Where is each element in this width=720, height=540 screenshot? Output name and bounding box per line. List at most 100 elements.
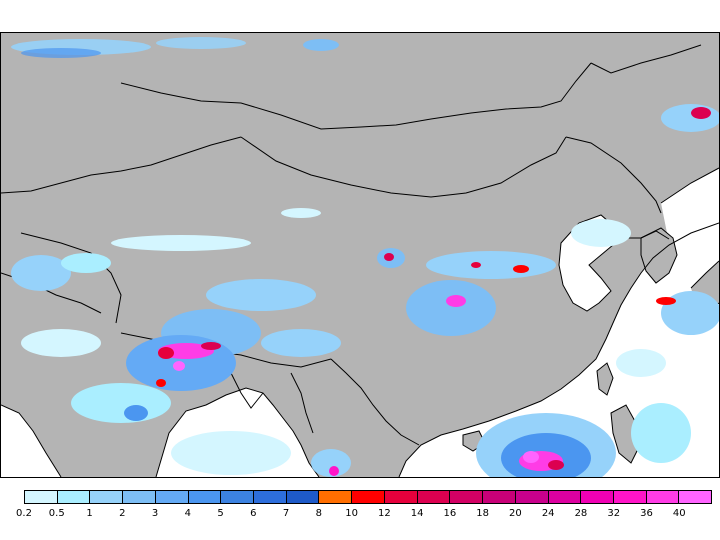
china-north-border — [240, 136, 567, 198]
legend-label: 0.5 — [48, 508, 65, 519]
kazakh-border — [1, 136, 242, 194]
precip-india-2 — [71, 383, 171, 423]
legend-label: 36 — [640, 508, 653, 519]
legend-label: 40 — [672, 508, 686, 519]
map-canvas — [1, 37, 719, 477]
legend-swatch — [679, 491, 712, 503]
precip-ne-2 — [691, 107, 711, 119]
precip-tibet-1 — [206, 279, 316, 311]
legend-label: 24 — [541, 508, 555, 519]
precip-heavy-central-1 — [446, 295, 466, 307]
se-asia-border — [330, 358, 420, 446]
precip-east-3 — [631, 403, 691, 463]
legend-swatch — [286, 491, 320, 503]
legend-swatch — [188, 491, 222, 503]
precip-east-4 — [571, 219, 631, 247]
coast-bengal — [155, 387, 320, 477]
coast-korea — [640, 227, 678, 284]
precip-heavy — [156, 253, 676, 476]
precip-north-4 — [21, 48, 101, 58]
precip-heavy-himalaya-3 — [173, 361, 185, 371]
legend-label: 7 — [282, 508, 290, 519]
precip-heavy-south — [329, 466, 339, 476]
precip-india-1 — [21, 329, 101, 357]
color-legend — [24, 490, 712, 504]
legend-swatch — [646, 491, 680, 503]
legend-swatch — [25, 491, 58, 503]
sea-of-japan — [661, 168, 719, 268]
india-east — [230, 372, 264, 409]
legend-label: 18 — [476, 508, 490, 519]
legend-label: 4 — [184, 508, 191, 519]
legend-label: 32 — [607, 508, 621, 519]
russia-east — [590, 44, 702, 74]
precip-north-2 — [156, 37, 246, 49]
taiwan-region — [597, 363, 613, 395]
coast-scs — [398, 222, 719, 477]
precip-heavy-himalaya-4 — [201, 342, 221, 350]
legend-swatch — [581, 491, 614, 503]
precip-central-1 — [426, 251, 556, 279]
legend-label: 14 — [410, 508, 424, 519]
coast-taiwan — [596, 362, 614, 396]
coast-japan — [690, 260, 719, 289]
precip-heavy-typhoon-3 — [548, 460, 564, 470]
precip-heavy-central-4 — [471, 262, 481, 268]
legend-swatch — [221, 491, 255, 503]
precip-band-2 — [281, 208, 321, 218]
legend-swatch — [483, 491, 516, 503]
legend-swatch — [254, 491, 287, 503]
legend-swatch — [384, 491, 418, 503]
precip-light — [11, 37, 719, 477]
coast-japan-sea — [660, 167, 719, 204]
legend-label: 20 — [509, 508, 522, 519]
precip-bob-2 — [311, 449, 351, 477]
coastlines — [1, 167, 719, 477]
legend-swatch — [417, 491, 451, 503]
legend-label: 16 — [443, 508, 457, 519]
legend-swatch — [450, 491, 484, 503]
arabian-sea — [1, 405, 61, 477]
coast-arabian — [1, 404, 62, 477]
precip-central-2 — [406, 280, 496, 336]
legend-label: 12 — [378, 508, 391, 519]
legend-label: 10 — [345, 508, 358, 519]
precip-bob-1 — [171, 431, 291, 475]
manchuria — [565, 136, 662, 214]
precip-india-3 — [124, 405, 148, 421]
precip-band-4 — [61, 253, 111, 273]
precip-heavy-east — [656, 297, 676, 305]
myanmar-border — [290, 372, 314, 434]
korean-peninsula — [641, 228, 677, 283]
precip-heavy-central-2 — [384, 253, 394, 261]
legend-label: 2 — [119, 508, 126, 519]
legend-label: 0.2 — [16, 508, 32, 519]
precip-east-2 — [616, 349, 666, 377]
legend-swatch — [155, 491, 189, 503]
precip-heavy-india — [156, 379, 166, 387]
legend-label: 1 — [86, 508, 93, 519]
precip-band-1 — [111, 235, 251, 251]
legend-label: 28 — [574, 508, 588, 519]
water-bodies — [1, 168, 719, 477]
legend-swatch — [548, 491, 582, 503]
precip-heavy-typhoon-2 — [523, 451, 539, 463]
precip-heavy-central-3 — [513, 265, 529, 273]
precip-ne-1 — [661, 104, 719, 132]
precip-tibet-4 — [261, 329, 341, 357]
legend-swatch — [352, 491, 385, 503]
legend-label: 6 — [250, 508, 257, 519]
legend-swatch — [57, 491, 91, 503]
legend-swatch — [319, 491, 353, 503]
precipitation-map — [0, 32, 720, 478]
legend-swatch — [515, 491, 549, 503]
legend-labels: 0.2 0.5 1 2 3 4 5 6 7 8 10 12 14 16 18 20 24 28 32 36 40 — [16, 508, 712, 522]
precip-north-3 — [303, 39, 339, 51]
precip-heavy-himalaya-2 — [158, 347, 174, 359]
mongolia-border — [120, 62, 592, 130]
coast-philippines — [610, 404, 642, 464]
legend-swatch — [613, 491, 647, 503]
legend-label: 8 — [315, 508, 323, 519]
legend-swatch — [90, 491, 124, 503]
legend-label: 3 — [151, 508, 159, 519]
